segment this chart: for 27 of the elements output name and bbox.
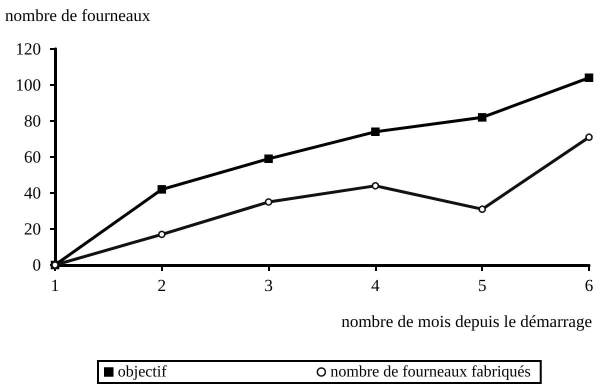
- y-tick-label: 20: [24, 220, 41, 238]
- point: [158, 185, 166, 194]
- y-tick-label: 0: [32, 256, 41, 274]
- x-tick-label: 6: [584, 276, 594, 295]
- point: [584, 74, 594, 82]
- x-tick-label: 2: [158, 276, 166, 295]
- point: [264, 154, 273, 164]
- x-tick-label: 4: [371, 276, 380, 295]
- x-tick-label: 3: [264, 276, 273, 295]
- x-tick-label: 5: [478, 276, 486, 295]
- y-tick-label: 80: [24, 112, 41, 130]
- point: [158, 230, 166, 238]
- y-tick-label: 60: [24, 148, 41, 166]
- x-tick-label: 1: [50, 276, 60, 295]
- y-axis-title: nombre de fourneaux: [5, 6, 151, 25]
- y-tick-label: 100: [16, 76, 41, 94]
- x-axis-title: nombre de mois depuis le démarrage: [341, 312, 592, 331]
- point: [264, 198, 272, 206]
- point: [372, 182, 380, 190]
- point: [371, 128, 380, 136]
- point: [478, 113, 486, 122]
- y-tick-label: 120: [16, 40, 41, 58]
- point: [585, 133, 593, 141]
- y-tick-label: 40: [24, 184, 41, 202]
- point: [478, 205, 486, 213]
- legend-label: objectif: [118, 364, 168, 380]
- legend-label: nombre de fourneaux fabriqués: [330, 364, 531, 380]
